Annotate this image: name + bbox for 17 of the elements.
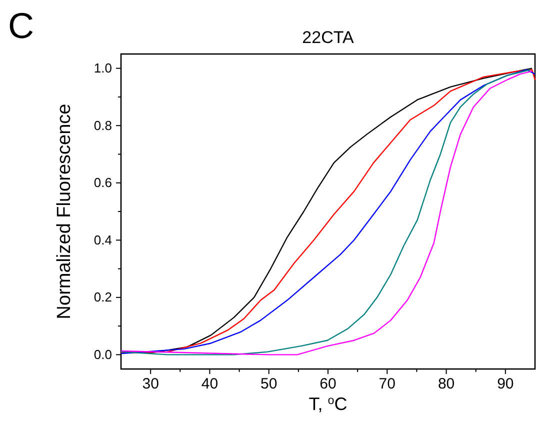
y-axis-title: Normalized Fluorescence (54, 104, 75, 320)
y-tick-label: 0.4 (94, 232, 112, 248)
x-tick-label: 50 (260, 376, 278, 393)
x-tick-label: 60 (320, 376, 336, 393)
x-tick-label: 40 (201, 376, 218, 393)
y-tick-label: 0.2 (94, 290, 112, 305)
text: C (8, 5, 34, 46)
x-tick-label: 30 (142, 376, 159, 393)
y-tick-label: 0.6 (94, 175, 112, 190)
y-tick-label: 0.0 (94, 346, 112, 362)
x-tick-label: 80 (438, 376, 455, 393)
y-tick-label: 0.8 (94, 118, 112, 133)
x-tick-label: 70 (378, 376, 396, 393)
x-tick-label: 90 (497, 376, 514, 393)
x-axis-title: T, $^{o}$C (308, 394, 348, 414)
y-tick-label: 1.0 (94, 60, 112, 76)
chart-title: 22CTA (302, 28, 354, 47)
